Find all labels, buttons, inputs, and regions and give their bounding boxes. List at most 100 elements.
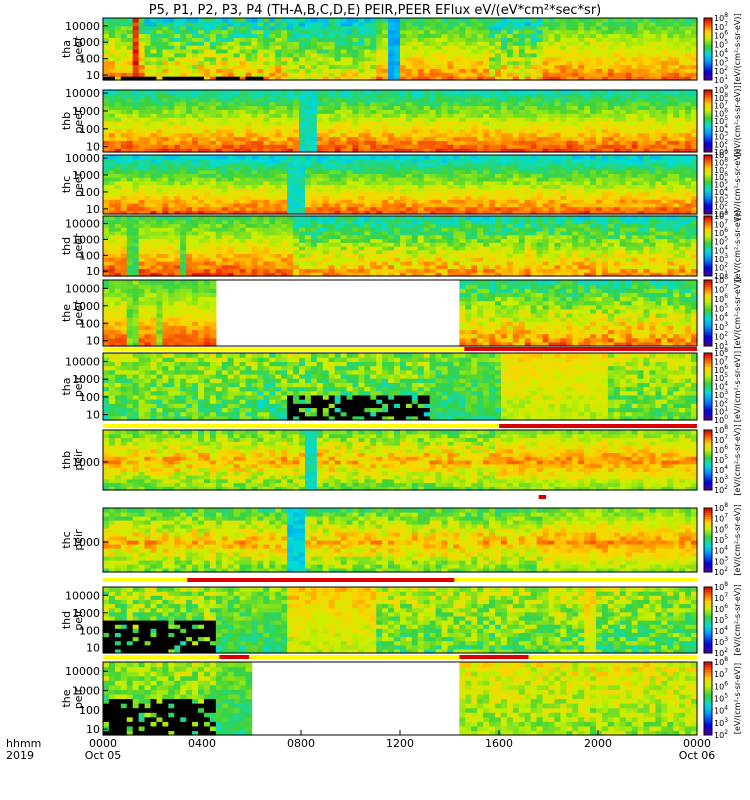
heatmap-cell — [423, 21, 431, 27]
panel-species-label: peer — [72, 108, 85, 134]
heatmap-cell — [293, 210, 300, 215]
heatmap-cell — [619, 195, 627, 200]
heatmap-cell — [590, 52, 597, 58]
heatmap-cell — [287, 210, 294, 215]
heatmap-cell — [590, 173, 597, 178]
heatmap-cell — [465, 169, 472, 175]
heatmap-cell — [429, 29, 437, 35]
heatmap-cell — [619, 173, 627, 178]
heatmap-cell — [198, 177, 205, 182]
heatmap-cell — [631, 105, 639, 110]
heatmap-cell — [417, 202, 425, 208]
heatmap-cell — [299, 199, 306, 204]
heatmap-cell — [257, 155, 264, 160]
heatmap-cell — [263, 173, 270, 178]
heatmap-cell — [429, 144, 437, 149]
heatmap-cell — [506, 25, 514, 31]
heatmap-cell — [667, 158, 674, 163]
heatmap-cell — [607, 56, 615, 62]
heatmap-cell — [435, 52, 443, 58]
heatmap-cell — [596, 101, 603, 107]
heatmap-cell — [554, 52, 561, 58]
heatmap-cell — [215, 144, 223, 149]
heatmap-cell — [215, 97, 223, 103]
heatmap-cell — [138, 199, 146, 204]
heatmap-cell — [382, 184, 389, 189]
heatmap-cell — [293, 169, 300, 175]
heatmap-cell — [613, 121, 621, 126]
heatmap-cell — [483, 33, 490, 38]
heatmap-cell — [304, 166, 312, 171]
heatmap-cell — [685, 76, 692, 81]
heatmap-cell — [596, 136, 603, 141]
heatmap-cell — [150, 169, 158, 175]
heatmap-cell — [619, 29, 627, 35]
heatmap-cell — [411, 76, 419, 81]
heatmap-cell — [162, 206, 169, 211]
heatmap-cell — [596, 173, 603, 178]
heatmap-cell — [275, 195, 282, 200]
heatmap-cell — [209, 166, 217, 171]
heatmap-cell — [447, 52, 455, 58]
heatmap-cell — [685, 136, 692, 141]
heatmap-cell — [512, 180, 520, 186]
heatmap-cell — [108, 25, 116, 31]
heatmap-cell — [316, 72, 324, 77]
heatmap-cell — [518, 90, 526, 95]
heatmap-cell — [281, 144, 288, 149]
heatmap-cell — [400, 210, 407, 215]
heatmap-cell — [251, 49, 259, 54]
colorbar-swatch — [704, 208, 712, 211]
heatmap-cell — [649, 155, 657, 160]
heatmap-cell — [203, 210, 211, 215]
heatmap-cell — [394, 148, 401, 153]
heatmap-cell — [281, 206, 288, 211]
heatmap-cell — [542, 101, 550, 107]
heatmap-cell — [299, 177, 306, 182]
heatmap-cell — [590, 49, 597, 54]
heatmap-cell — [536, 180, 544, 186]
heatmap-cell — [322, 45, 330, 50]
heatmap-cell — [174, 109, 181, 114]
heatmap-cell — [459, 33, 466, 38]
heatmap-cell — [275, 128, 282, 134]
heatmap-cell — [661, 101, 668, 107]
heatmap-cell — [649, 64, 657, 69]
heatmap-cell — [542, 21, 550, 27]
heatmap-cell — [316, 49, 324, 54]
heatmap-cell — [566, 128, 573, 134]
heatmap-cell — [471, 191, 478, 197]
heatmap-cell — [572, 49, 579, 54]
heatmap-cell — [536, 52, 544, 58]
heatmap-cell — [257, 60, 264, 66]
heatmap-cell — [560, 136, 567, 141]
heatmap-cell — [441, 113, 449, 118]
heatmap-cell — [132, 124, 140, 130]
heatmap-cell — [619, 64, 627, 69]
heatmap-cell — [441, 45, 449, 50]
heatmap-cell — [370, 109, 377, 114]
heatmap-cell — [269, 158, 276, 163]
heatmap-cell — [281, 29, 288, 35]
colorbar-swatch — [704, 49, 712, 52]
heatmap-cell — [560, 188, 567, 193]
heatmap-cell — [203, 25, 211, 31]
heatmap-cell — [293, 105, 300, 110]
heatmap-cell — [667, 64, 674, 69]
heatmap-cell — [673, 128, 680, 134]
heatmap-cell — [649, 49, 657, 54]
heatmap-cell — [679, 60, 686, 66]
heatmap-cell — [198, 93, 205, 99]
heatmap-cell — [316, 210, 324, 215]
heatmap-cell — [310, 202, 318, 208]
heatmap-cell — [625, 177, 633, 182]
heatmap-cell — [215, 41, 223, 46]
heatmap-cell — [388, 136, 395, 141]
heatmap-cell — [625, 49, 633, 54]
heatmap-cell — [596, 121, 603, 126]
heatmap-cell — [257, 124, 264, 130]
heatmap-cell — [405, 128, 413, 134]
heatmap-cell — [340, 140, 348, 145]
heatmap-cell — [293, 101, 300, 107]
